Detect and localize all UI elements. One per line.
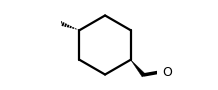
Text: O: O <box>162 66 172 79</box>
Polygon shape <box>131 60 146 77</box>
